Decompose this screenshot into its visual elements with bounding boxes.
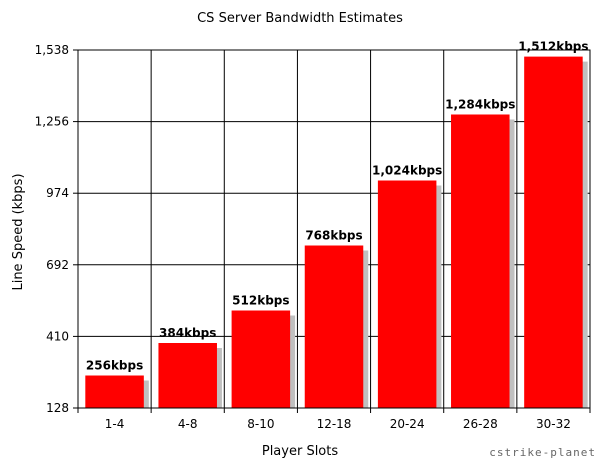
- y-axis-title: Line Speed (kbps): [11, 173, 26, 290]
- y-tick-label: 410: [46, 329, 69, 343]
- plot-frame: [77, 49, 591, 409]
- x-tick-label: 26-28: [463, 417, 498, 431]
- bar-12-18: [304, 245, 364, 408]
- x-axis-title: Player Slots: [262, 444, 339, 459]
- bar-data-label: 512kbps: [232, 294, 289, 308]
- bar-data-label: 1,024kbps: [372, 164, 442, 178]
- bar-30-32: [524, 56, 583, 409]
- bar-4-8: [158, 343, 217, 408]
- bar-26-28: [451, 114, 510, 408]
- y-tick-label: 1,538: [35, 43, 69, 57]
- x-tick-label: 4-8: [178, 417, 198, 431]
- x-tick-labels: 1-4 4-8 8-10 12-18 20-24 26-28 30-32: [105, 417, 571, 431]
- y-tick-label: 128: [46, 401, 69, 415]
- bar-8-10: [231, 310, 291, 408]
- y-tick-labels: 128 410 692 974 1,256 1,538: [35, 43, 69, 415]
- y-tick-label: 974: [46, 186, 69, 200]
- bar-series: [85, 56, 588, 409]
- y-tick-label: 1,256: [35, 115, 69, 129]
- bar-data-label: 1,284kbps: [445, 97, 515, 111]
- bar-20-24: [377, 180, 437, 408]
- bar-data-label: 768kbps: [305, 229, 362, 243]
- x-tick-label: 8-10: [247, 417, 274, 431]
- chart-title: CS Server Bandwidth Estimates: [197, 11, 403, 26]
- bar-data-label: 1,512kbps: [518, 40, 588, 54]
- x-tick-label: 1-4: [105, 417, 125, 431]
- x-tick-label: 20-24: [390, 417, 425, 431]
- bar-1-4: [85, 375, 144, 408]
- bar-data-label: 384kbps: [159, 326, 216, 340]
- y-tick-label: 692: [46, 258, 69, 272]
- x-tick-label: 30-32: [536, 417, 571, 431]
- bar-data-label: 256kbps: [86, 359, 143, 373]
- x-tick-label: 12-18: [317, 417, 352, 431]
- watermark: cstrike-planet: [489, 446, 596, 459]
